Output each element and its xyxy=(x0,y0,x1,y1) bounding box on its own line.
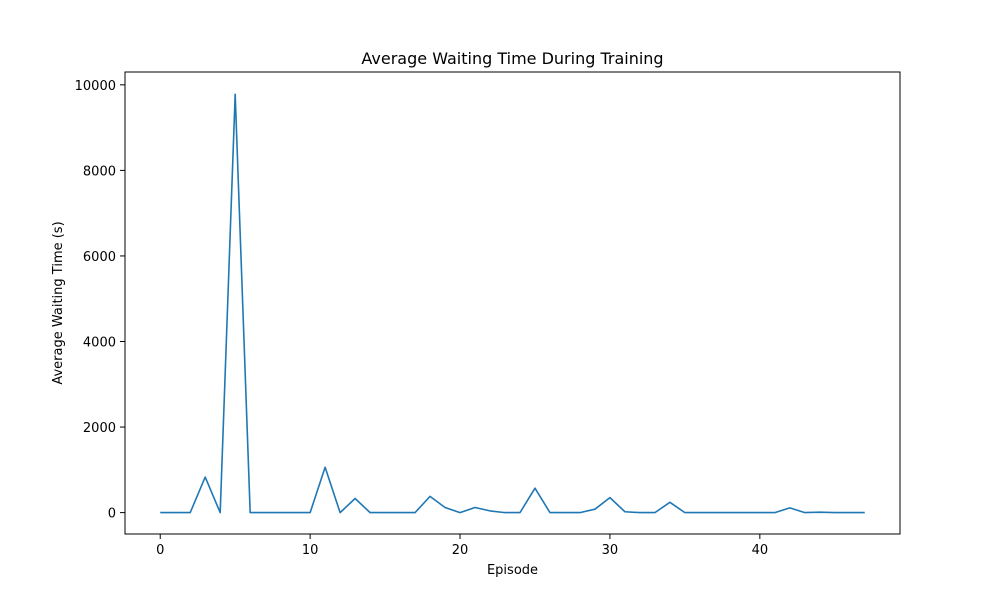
y-tick-label: 6000 xyxy=(83,250,116,265)
y-tick-label: 2000 xyxy=(83,421,116,436)
y-tick-label: 4000 xyxy=(83,336,116,351)
y-tick-label: 8000 xyxy=(83,164,116,179)
x-tick-label: 0 xyxy=(156,543,164,558)
x-tick-label: 40 xyxy=(752,543,769,558)
chart-title: Average Waiting Time During Training xyxy=(361,49,663,68)
y-axis-label: Average Waiting Time (s) xyxy=(51,221,66,384)
x-axis: 0 10 20 30 40 xyxy=(156,534,768,558)
x-axis-label: Episode xyxy=(487,563,538,578)
x-tick-label: 20 xyxy=(452,543,469,558)
y-tick-label: 10000 xyxy=(75,79,116,94)
y-axis: 0 2000 4000 6000 8000 10000 xyxy=(75,79,125,522)
plot-area xyxy=(160,93,865,514)
x-tick-label: 30 xyxy=(602,543,619,558)
y-tick-label: 0 xyxy=(108,507,116,522)
axes-frame xyxy=(124,71,901,535)
x-tick-label: 10 xyxy=(302,543,319,558)
series-line-0 xyxy=(160,93,865,514)
